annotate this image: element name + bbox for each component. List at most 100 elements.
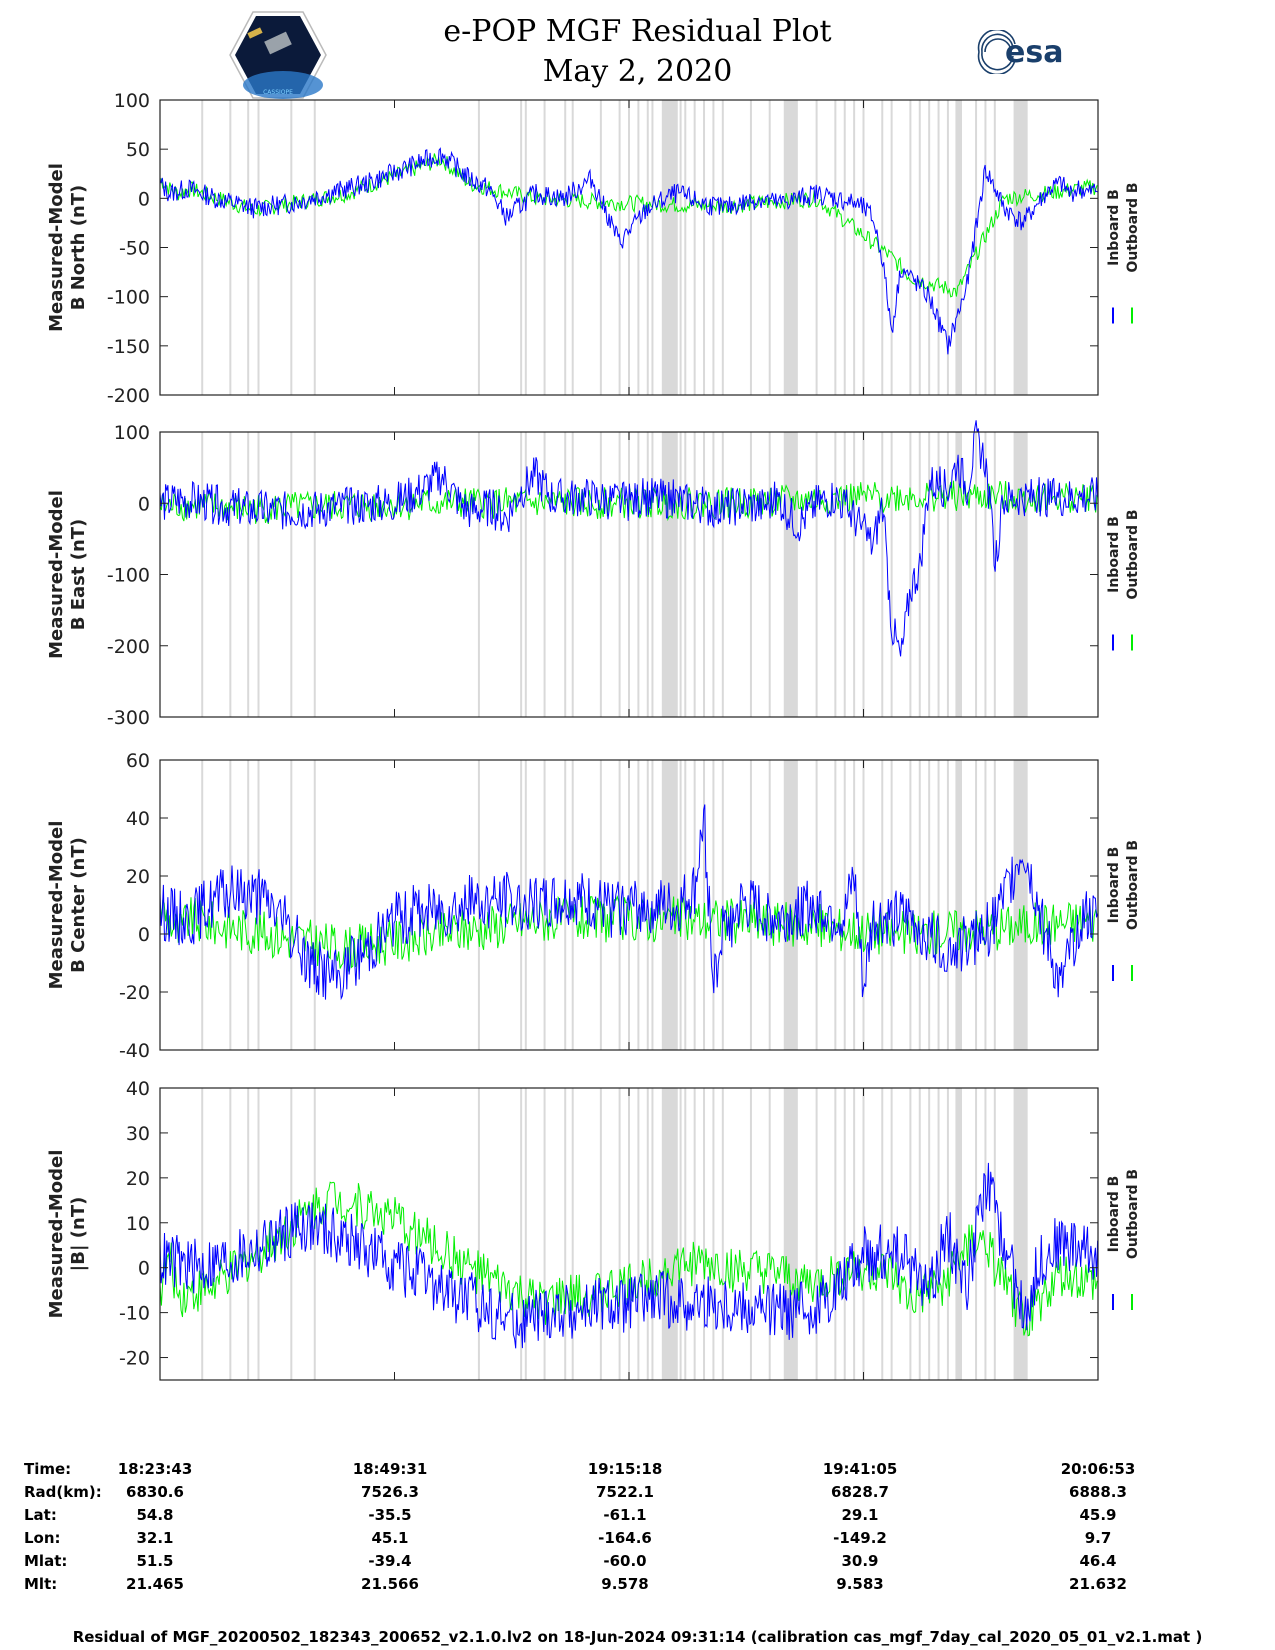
table-cell: 9.578 bbox=[601, 1575, 649, 1593]
series-outboard-b bbox=[159, 1181, 1098, 1337]
table-cell: 45.9 bbox=[1079, 1506, 1117, 1524]
y-tick-label: 40 bbox=[126, 1078, 150, 1100]
data-gap-band bbox=[955, 100, 962, 395]
y-tick-label: -50 bbox=[119, 238, 150, 260]
panel-4: 40 30 20 10 0 -10 -20 Measured-Model |B| (nT) Inb… bbox=[46, 1078, 1141, 1381]
legend-outboard: Outboard B bbox=[1125, 1169, 1141, 1259]
table-cell: 30.9 bbox=[841, 1552, 879, 1570]
series-outboard-b bbox=[159, 895, 1098, 972]
y-axis-label: Measured-Model bbox=[46, 1150, 67, 1319]
y-tick-label: 20 bbox=[126, 1168, 150, 1190]
data-gap-band bbox=[661, 1088, 678, 1380]
panel-2: 100 0 -100 -200 -300 Measured-Model B East (nT… bbox=[46, 420, 1141, 729]
table-row-label: Lon: bbox=[24, 1529, 61, 1547]
y-tick-label: -200 bbox=[107, 636, 150, 658]
table-cell: 18:49:31 bbox=[352, 1460, 428, 1478]
legend-inboard: Inboard B bbox=[1106, 189, 1122, 266]
y-tick-label: 30 bbox=[126, 1123, 150, 1145]
data-gap-band bbox=[783, 1088, 798, 1380]
table-cell: 19:15:18 bbox=[587, 1460, 663, 1478]
y-tick-label: -200 bbox=[107, 385, 150, 407]
data-gap-band bbox=[661, 432, 678, 717]
table-cell: 18:23:43 bbox=[117, 1460, 193, 1478]
y-axis-label: Measured-Model bbox=[46, 163, 67, 332]
svg-text:esa: esa bbox=[1005, 35, 1063, 70]
y-axis-label: Measured-Model bbox=[46, 821, 67, 990]
y-tick-label: 20 bbox=[126, 866, 150, 888]
panel-1: 100 50 0 -50 -100 -150 -200 Measured-Model B Nor… bbox=[46, 90, 1141, 407]
footer-caption: Residual of MGF_20200502_182343_200652_v… bbox=[72, 1628, 1203, 1646]
y-axis-label: B North (nT) bbox=[68, 185, 89, 311]
plot-date: May 2, 2020 bbox=[542, 54, 733, 89]
legend-inboard: Inboard B bbox=[1106, 1176, 1122, 1253]
table-cell: 19:41:05 bbox=[822, 1460, 898, 1478]
table-row-label: Mlt: bbox=[24, 1575, 58, 1593]
table-row-label: Time: bbox=[24, 1460, 72, 1478]
series-inboard-b bbox=[159, 420, 1099, 657]
table-row-label: Mlat: bbox=[24, 1552, 68, 1570]
data-gap-band bbox=[1013, 1088, 1028, 1380]
y-tick-label: 0 bbox=[138, 1258, 150, 1280]
panel-3: 60 40 20 0 -20 -40 Measured-Model B Center (nT)… bbox=[46, 750, 1141, 1062]
plot-title: e-POP MGF Residual Plot bbox=[443, 14, 832, 49]
table-cell: 7522.1 bbox=[596, 1483, 654, 1501]
y-tick-label: 0 bbox=[138, 188, 150, 210]
table-cell: 21.632 bbox=[1069, 1575, 1127, 1593]
table-cell: 45.1 bbox=[371, 1529, 409, 1547]
table-cell: -61.1 bbox=[603, 1506, 647, 1524]
esa-logo-icon: esa bbox=[977, 30, 1063, 74]
legend-inboard: Inboard B bbox=[1106, 847, 1122, 924]
y-tick-label: -20 bbox=[119, 982, 150, 1004]
data-gap-band bbox=[955, 760, 962, 1050]
y-tick-label: 0 bbox=[138, 493, 150, 515]
data-gap-band bbox=[783, 100, 798, 395]
y-tick-label: 10 bbox=[126, 1213, 150, 1235]
table-cell: 51.5 bbox=[136, 1552, 174, 1570]
data-gap-band bbox=[1013, 760, 1028, 1050]
series-inboard-b bbox=[159, 147, 1098, 355]
table-cell: -149.2 bbox=[833, 1529, 887, 1547]
y-tick-label: -20 bbox=[119, 1348, 150, 1370]
table-cell: -60.0 bbox=[603, 1552, 647, 1570]
data-gap-band bbox=[783, 432, 798, 717]
data-gap-band bbox=[955, 1088, 962, 1380]
y-axis-label: |B| (nT) bbox=[68, 1197, 89, 1272]
table-cell: 20:06:53 bbox=[1060, 1460, 1136, 1478]
table-cell: -164.6 bbox=[598, 1529, 652, 1547]
y-tick-label: -300 bbox=[107, 707, 150, 729]
y-tick-label: -40 bbox=[119, 1040, 150, 1062]
y-tick-label: 100 bbox=[114, 422, 150, 444]
y-tick-label: 60 bbox=[126, 750, 150, 772]
table-row-label: Rad(km): bbox=[24, 1483, 102, 1501]
table-cell: 32.1 bbox=[136, 1529, 174, 1547]
y-tick-label: 100 bbox=[114, 90, 150, 112]
y-tick-label: -100 bbox=[107, 287, 150, 309]
table-cell: 6888.3 bbox=[1069, 1483, 1127, 1501]
orbit-info-table: Time: 18:23:43 18:49:31 19:15:18 19:41:05 20:… bbox=[0, 1460, 1275, 1625]
svg-text:CASSIOPE: CASSIOPE bbox=[263, 89, 293, 96]
table-cell: -39.4 bbox=[368, 1552, 412, 1570]
y-tick-label: 50 bbox=[126, 139, 150, 161]
data-gap-band bbox=[955, 432, 962, 717]
table-cell: 21.566 bbox=[361, 1575, 419, 1593]
table-cell: 21.465 bbox=[126, 1575, 184, 1593]
data-gap-band bbox=[661, 100, 678, 395]
y-tick-label: 0 bbox=[138, 924, 150, 946]
table-cell: 7526.3 bbox=[361, 1483, 419, 1501]
y-axis-label: Measured-Model bbox=[46, 490, 67, 659]
series-inboard-b bbox=[159, 804, 1099, 1001]
table-row-label: Lat: bbox=[24, 1506, 57, 1524]
table-cell: 29.1 bbox=[841, 1506, 879, 1524]
legend-outboard: Outboard B bbox=[1125, 840, 1141, 930]
table-cell: 9.7 bbox=[1084, 1529, 1112, 1547]
table-cell: 6830.6 bbox=[126, 1483, 184, 1501]
y-axis-label: B Center (nT) bbox=[68, 837, 89, 973]
y-tick-label: -10 bbox=[119, 1303, 150, 1325]
cassiope-logo-icon: CASSIOPE bbox=[229, 11, 327, 99]
series-inboard-b bbox=[159, 1162, 1099, 1349]
table-cell: -35.5 bbox=[368, 1506, 412, 1524]
table-cell: 54.8 bbox=[136, 1506, 174, 1524]
table-cell: 6828.7 bbox=[831, 1483, 889, 1501]
y-axis-label: B East (nT) bbox=[68, 519, 89, 631]
